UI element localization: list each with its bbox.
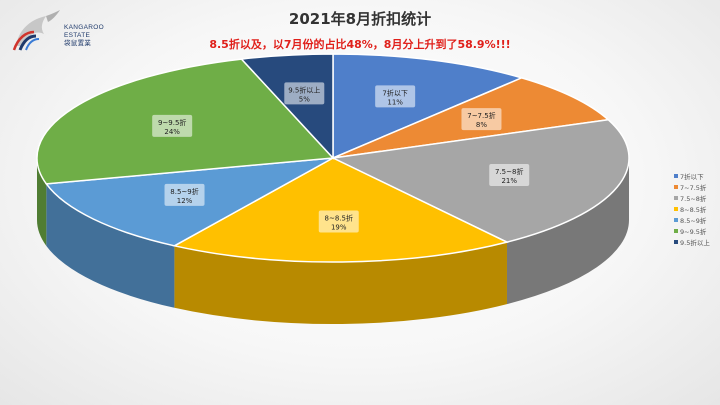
pie-label-value-2: 21%	[501, 177, 517, 185]
pie-label-name-3: 8~8.5折	[325, 213, 353, 222]
pie-slice-3	[172, 157, 510, 263]
pie-label-name-2: 7.5~8折	[495, 167, 523, 176]
legend-item-4: 8.5~9折	[674, 214, 720, 225]
pie-slice-6	[239, 53, 334, 160]
pie-label-value-4: 12%	[177, 197, 193, 205]
pie-slice-2	[330, 118, 630, 243]
logo-line-3: 袋鼠置業	[64, 40, 92, 47]
legend-label-1: 7~7.5折	[680, 183, 707, 192]
legend-swatch-5	[674, 228, 678, 233]
legend-label-4: 8.5~9折	[680, 216, 707, 225]
pie-label-1: 7~7.5折8%	[461, 108, 502, 131]
pie-label-box-6	[284, 82, 325, 105]
pie-label-value-6: 5%	[299, 95, 310, 103]
chart-legend: 7折以下 7~7.5折 7.5~8折 8~8.5折 8.5~9折 9~9.5折 9.5折以上	[674, 170, 720, 247]
pie-label-box-1	[461, 108, 502, 131]
pie-label-value-3: 19%	[331, 223, 347, 231]
legend-label-0: 7折以下	[680, 172, 704, 181]
pie-label-name-4: 8.5~9折	[170, 187, 198, 196]
legend-item-6: 9.5折以上	[674, 236, 720, 247]
legend-label-3: 8~8.5折	[680, 205, 707, 214]
legend-item-1: 7~7.5折	[674, 181, 720, 192]
pie-label-box-0	[375, 85, 416, 108]
pie-side-2	[506, 158, 629, 305]
legend-label-2: 7.5~8折	[680, 194, 707, 203]
pie-label-box-2	[489, 163, 530, 186]
legend-swatch-3	[674, 206, 678, 211]
pie-side-5	[37, 158, 47, 246]
pie-label-value-5: 24%	[164, 128, 180, 136]
legend-item-0: 7折以下	[674, 170, 720, 181]
logo-line-1: KANGAROO	[64, 24, 104, 31]
pie-side-3	[174, 242, 507, 324]
pie-label-box-4	[164, 183, 205, 206]
chart-title: 2021年8月折扣统计	[288, 10, 432, 28]
legend-label-5: 9~9.5折	[680, 227, 707, 236]
pie-top-face	[36, 53, 630, 263]
legend-item-5: 9~9.5折	[674, 225, 720, 236]
legend-swatch-0	[674, 173, 678, 178]
pie-side-walls	[37, 158, 629, 324]
legend-label-6: 9.5折以上	[680, 238, 710, 247]
chart-subtitle: 8.5折以及，以7月份的占比48%，8月分上升到了58.9%!!!	[209, 38, 511, 51]
pie-label-value-1: 8%	[476, 121, 487, 129]
logo-text: KANGAROO ESTATE 袋鼠置業	[64, 24, 104, 48]
legend-swatch-4	[674, 217, 678, 222]
legend-swatch-6	[674, 239, 678, 244]
pie-label-name-1: 7~7.5折	[467, 111, 495, 120]
pie-label-name-5: 9~9.5折	[158, 118, 186, 127]
legend-swatch-2	[674, 195, 678, 200]
pie-slice-0	[332, 53, 524, 160]
legend-swatch-1	[674, 184, 678, 189]
pie-label-box-3	[318, 210, 359, 233]
pie-label-name-6: 9.5折以上	[288, 85, 320, 94]
kangaroo-estate-logo: KANGAROO ESTATE 袋鼠置業	[6, 6, 104, 52]
pie-label-box-5	[152, 114, 193, 137]
pie-data-labels: 7折以下11%7~7.5折8%7.5~8折21%8~8.5折19%8.5~9折1…	[152, 82, 530, 233]
pie-label-name-0: 7折以下	[382, 88, 407, 97]
logo-line-2: ESTATE	[64, 32, 91, 39]
pie-label-value-0: 11%	[387, 98, 403, 106]
pie-side-4	[46, 183, 175, 308]
kangaroo-logo-icon	[12, 10, 60, 51]
legend-item-3: 8~8.5折	[674, 203, 720, 214]
legend-item-2: 7.5~8折	[674, 192, 720, 203]
